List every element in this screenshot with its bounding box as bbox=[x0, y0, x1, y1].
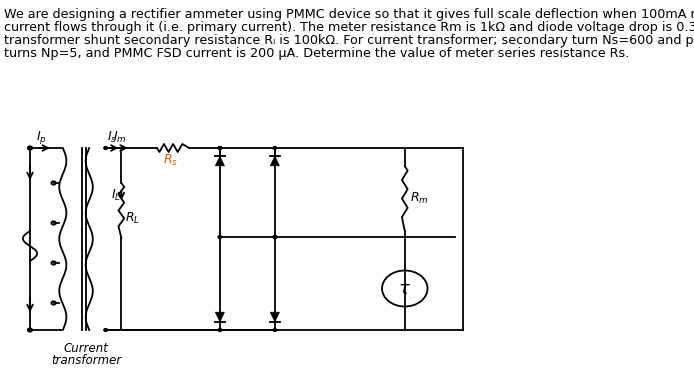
Circle shape bbox=[218, 236, 221, 238]
Circle shape bbox=[218, 147, 221, 149]
Text: $I_s$: $I_s$ bbox=[107, 129, 117, 145]
Text: $I_m$: $I_m$ bbox=[113, 129, 126, 145]
Circle shape bbox=[218, 147, 221, 149]
Polygon shape bbox=[270, 156, 280, 166]
Circle shape bbox=[104, 147, 108, 149]
Circle shape bbox=[104, 328, 108, 331]
Text: transformer: transformer bbox=[51, 354, 121, 368]
Circle shape bbox=[273, 236, 277, 238]
Text: Current: Current bbox=[64, 341, 109, 354]
Polygon shape bbox=[215, 312, 224, 322]
Text: $R_L$: $R_L$ bbox=[125, 211, 140, 225]
Text: $R_m$: $R_m$ bbox=[410, 191, 429, 205]
Text: $I_L$: $I_L$ bbox=[110, 187, 121, 203]
Text: current flows through it (i.e. primary current). The meter resistance Rm is 1kΩ : current flows through it (i.e. primary c… bbox=[4, 21, 694, 34]
Polygon shape bbox=[270, 312, 280, 322]
Text: transformer shunt secondary resistance Rₗ is 100kΩ. For current transformer; sec: transformer shunt secondary resistance R… bbox=[4, 34, 694, 47]
Polygon shape bbox=[215, 156, 224, 166]
Text: We are designing a rectifier ammeter using PMMC device so that it gives full sca: We are designing a rectifier ammeter usi… bbox=[4, 8, 694, 21]
Text: $\tau$: $\tau$ bbox=[398, 279, 412, 298]
Circle shape bbox=[273, 147, 277, 149]
Circle shape bbox=[273, 236, 277, 238]
Text: turns Np=5, and PMMC FSD current is 200 μA. Determine the value of meter series : turns Np=5, and PMMC FSD current is 200 … bbox=[4, 47, 694, 60]
Circle shape bbox=[273, 328, 277, 331]
Text: $I_p$: $I_p$ bbox=[35, 129, 46, 147]
Text: $R_s$: $R_s$ bbox=[163, 152, 178, 167]
Circle shape bbox=[218, 328, 221, 331]
